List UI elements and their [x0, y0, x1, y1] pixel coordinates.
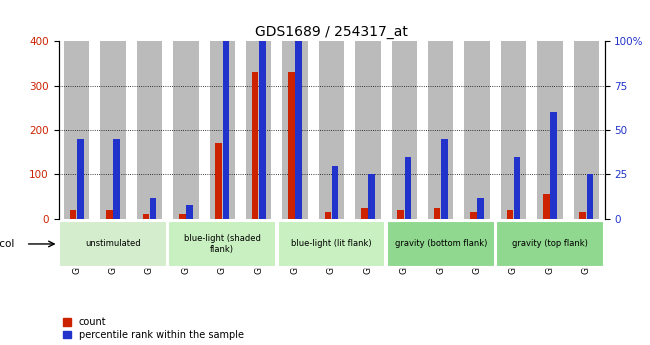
Bar: [514, 157, 521, 219]
Bar: [324, 212, 331, 219]
Bar: [168, 221, 276, 267]
Bar: [136, 41, 162, 219]
Bar: [173, 41, 199, 219]
Bar: [551, 112, 557, 219]
Bar: [470, 212, 476, 219]
Bar: [296, 0, 302, 219]
Legend: count, percentile rank within the sample: count, percentile rank within the sample: [63, 317, 244, 340]
Bar: [332, 166, 339, 219]
Bar: [478, 198, 484, 219]
Bar: [506, 210, 513, 219]
Bar: [59, 221, 167, 267]
Bar: [187, 205, 193, 219]
Bar: [434, 208, 440, 219]
Bar: [246, 41, 272, 219]
Bar: [361, 208, 367, 219]
Bar: [282, 41, 308, 219]
Text: gravity (bottom flank): gravity (bottom flank): [395, 239, 487, 248]
Bar: [209, 41, 235, 219]
Bar: [543, 195, 549, 219]
Bar: [537, 41, 563, 219]
Bar: [573, 41, 599, 219]
Text: gravity (top flank): gravity (top flank): [512, 239, 588, 248]
Bar: [259, 0, 266, 219]
Title: GDS1689 / 254317_at: GDS1689 / 254317_at: [255, 25, 408, 39]
Bar: [369, 175, 375, 219]
Bar: [391, 41, 417, 219]
Text: blue-light (shaded
flank): blue-light (shaded flank): [184, 234, 261, 254]
Bar: [441, 139, 448, 219]
Bar: [288, 72, 294, 219]
Bar: [114, 139, 120, 219]
Bar: [278, 221, 385, 267]
Bar: [355, 41, 381, 219]
Bar: [579, 212, 586, 219]
Bar: [179, 214, 185, 219]
Bar: [496, 221, 604, 267]
Bar: [464, 41, 490, 219]
Bar: [77, 139, 84, 219]
Text: blue-light (lit flank): blue-light (lit flank): [291, 239, 372, 248]
Bar: [387, 221, 495, 267]
Bar: [405, 157, 411, 219]
Bar: [106, 210, 112, 219]
Bar: [397, 210, 404, 219]
Bar: [64, 41, 90, 219]
Bar: [70, 210, 76, 219]
Bar: [318, 41, 344, 219]
Bar: [215, 144, 222, 219]
Bar: [500, 41, 526, 219]
Bar: [100, 41, 126, 219]
Bar: [428, 41, 454, 219]
Text: unstimulated: unstimulated: [85, 239, 141, 248]
Bar: [150, 198, 157, 219]
Bar: [587, 175, 593, 219]
Bar: [142, 214, 149, 219]
Bar: [252, 72, 258, 219]
Bar: [223, 0, 229, 219]
Text: growth protocol: growth protocol: [0, 239, 15, 249]
